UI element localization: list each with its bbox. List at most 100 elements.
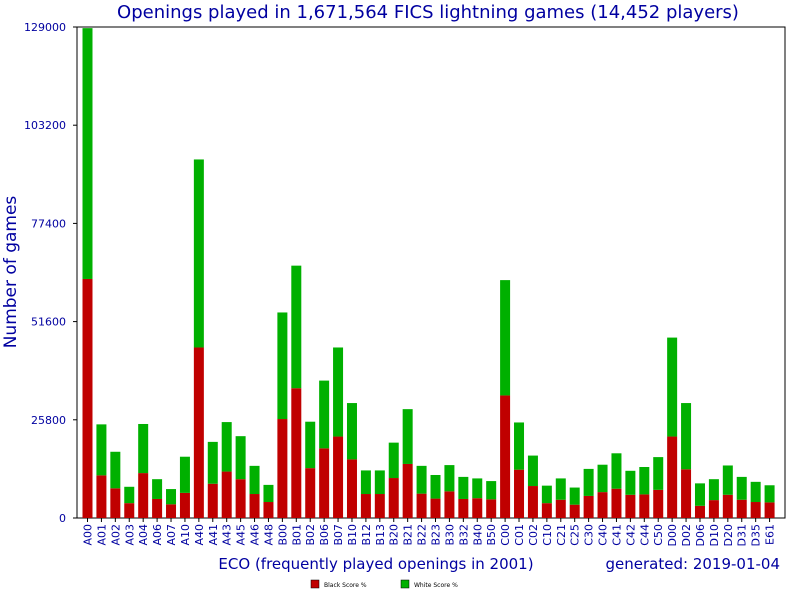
x-tick-label-b06: B06 [318, 524, 331, 546]
x-tick-label-a07: A07 [165, 524, 178, 546]
bar-b50-white-score [486, 481, 497, 500]
x-tick-label-c40: C40 [597, 524, 610, 546]
bar-b23-black-score [430, 498, 441, 518]
x-tick-label-b13: B13 [374, 524, 387, 546]
x-tick-label-a41: A41 [207, 524, 220, 546]
bar-c42-white-score [625, 470, 636, 495]
bar-c02-black-score [527, 486, 538, 518]
x-tick-label-b20: B20 [388, 524, 401, 546]
bar-b07-white-score [333, 347, 344, 437]
x-tick-label-a00: A00 [82, 524, 95, 546]
bar-a40-black-score [193, 347, 204, 518]
bar-b20-white-score [388, 442, 399, 479]
bar-a41-white-score [207, 441, 218, 484]
bar-c25-black-score [569, 504, 580, 518]
bar-d10-white-score [708, 479, 719, 501]
bar-c42-black-score [625, 494, 636, 518]
x-tick-label-d35: D35 [750, 524, 763, 546]
bar-c50-black-score [653, 489, 664, 518]
legend-label-black-score: Black Score % [324, 582, 367, 589]
bar-d31-white-score [736, 476, 747, 500]
x-tick-label-c10: C10 [541, 524, 554, 546]
bar-b23-white-score [430, 474, 441, 499]
bar-b12-black-score [360, 494, 371, 518]
bar-b01-black-score [291, 388, 302, 518]
x-tick-label-a43: A43 [221, 524, 234, 546]
x-tick-label-a45: A45 [235, 524, 248, 546]
bar-d31-black-score [736, 499, 747, 518]
bar-b22-black-score [416, 493, 427, 518]
x-tick-label-c00: C00 [499, 524, 512, 546]
bar-a43-black-score [221, 471, 232, 518]
x-tick-label-a40: A40 [193, 524, 206, 546]
bar-a10-black-score [179, 492, 190, 518]
y-tick-label: 25800 [31, 414, 66, 427]
x-tick-label-b10: B10 [346, 524, 359, 546]
bar-a04-white-score [138, 423, 149, 474]
x-tick-label-b23: B23 [430, 524, 443, 546]
bar-d35-black-score [750, 502, 761, 518]
bar-b40-black-score [472, 498, 483, 518]
x-tick-label-c25: C25 [569, 524, 582, 546]
x-axis-label: ECO (frequently played openings in 2001) [218, 555, 533, 573]
bar-b00-black-score [277, 419, 288, 518]
bar-c10-black-score [541, 503, 552, 518]
bar-b01-white-score [291, 265, 302, 389]
bar-a06-white-score [152, 479, 163, 499]
bar-c00-white-score [500, 280, 511, 396]
bar-a00-black-score [82, 278, 93, 518]
x-tick-label-b00: B00 [276, 524, 289, 546]
x-tick-label-a03: A03 [123, 524, 136, 546]
x-tick-label-a48: A48 [262, 524, 275, 546]
bar-d06-black-score [694, 505, 705, 518]
bar-b12-white-score [360, 470, 371, 495]
bar-b21-black-score [402, 463, 413, 518]
x-tick-label-b30: B30 [443, 524, 456, 546]
x-tick-label-c01: C01 [513, 524, 526, 546]
bar-a02-white-score [110, 451, 121, 489]
x-tick-label-a01: A01 [95, 524, 108, 546]
bar-b20-black-score [388, 478, 399, 518]
bar-a03-black-score [124, 503, 135, 518]
y-axis-ticks: 0 25800 51600 77400 103200 129000 [24, 21, 77, 525]
bar-a48-white-score [263, 484, 274, 503]
bar-d02-white-score [681, 403, 692, 470]
bar-b30-white-score [444, 465, 455, 492]
bar-a01-black-score [96, 475, 107, 518]
bar-a07-black-score [166, 504, 177, 518]
x-tick-label-b21: B21 [402, 524, 415, 546]
bar-c40-black-score [597, 492, 608, 518]
x-axis-ticks: A00 A01 A02 A03 A04 A06 A07 A10 A40 A41 A43 A45 A46 A… [82, 518, 777, 546]
bar-a06-black-score [152, 498, 163, 518]
bar-b02-black-score [305, 468, 316, 518]
bar-c01-white-score [514, 422, 525, 470]
bar-a40-white-score [193, 159, 204, 348]
bar-c01-black-score [514, 469, 525, 518]
x-tick-label-c50: C50 [652, 524, 665, 546]
x-tick-label-a06: A06 [151, 524, 164, 546]
bar-a43-white-score [221, 422, 232, 472]
bar-a41-black-score [207, 483, 218, 518]
generated-date-note: generated: 2019-01-04 [606, 555, 780, 573]
bar-d20-black-score [722, 494, 733, 518]
bar-a07-white-score [166, 489, 177, 505]
bar-a04-black-score [138, 473, 149, 518]
bar-d00-white-score [667, 337, 678, 437]
x-tick-label-d20: D20 [722, 524, 735, 546]
bar-a00-white-score [82, 28, 93, 279]
bar-b32-black-score [458, 498, 469, 518]
bar-b30-black-score [444, 491, 455, 518]
x-tick-label-c42: C42 [624, 524, 637, 546]
x-tick-label-c30: C30 [583, 524, 596, 546]
bar-a10-white-score [179, 456, 190, 493]
bar-b07-black-score [333, 436, 344, 518]
bar-d35-white-score [750, 481, 761, 503]
bar-c41-black-score [611, 488, 622, 518]
bar-d06-white-score [694, 483, 705, 506]
bar-a02-black-score [110, 488, 121, 518]
bar-a48-black-score [263, 502, 274, 518]
x-tick-label-c44: C44 [638, 524, 651, 546]
bar-d10-black-score [708, 500, 719, 518]
bar-c00-black-score [500, 395, 511, 518]
bar-b13-black-score [374, 494, 385, 518]
